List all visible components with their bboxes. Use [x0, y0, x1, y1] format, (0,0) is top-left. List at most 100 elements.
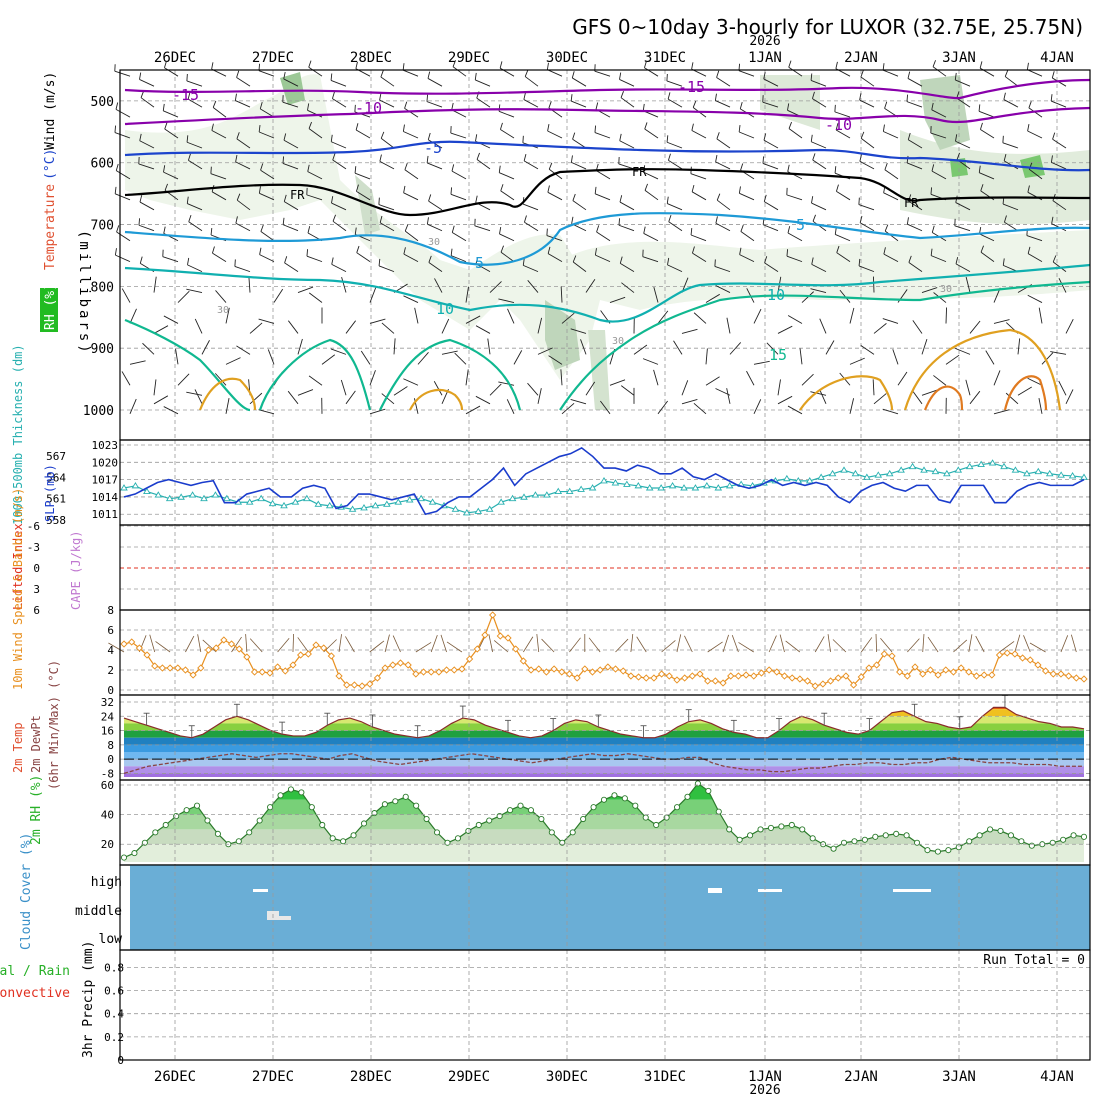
wind-barb — [786, 255, 803, 263]
thickness-point — [154, 491, 163, 498]
surface-wind-barb — [345, 636, 355, 653]
wind-barb — [643, 233, 659, 242]
wind-speed-point — [865, 664, 873, 672]
wind-barb-flag — [450, 248, 453, 256]
wind-barb-flag — [620, 90, 624, 98]
wind-barb — [403, 253, 419, 263]
wind-barb — [356, 252, 371, 263]
cloud-level-middle: middle — [75, 904, 122, 919]
slp-tick-1023: 1023 — [92, 439, 119, 452]
date-label-31DEC: 31DEC — [644, 50, 686, 66]
wind-barb — [465, 405, 481, 415]
wind-barb-flag — [115, 102, 119, 110]
thickness-point — [314, 500, 323, 507]
y-tick-1000: 1000 — [83, 404, 114, 419]
wind-barb-flag — [547, 124, 550, 132]
top-date-axis: 26DEC 27DEC 28DEC 29DEC 30DEC 31DEC 1JAN 2JAN 3J… — [154, 50, 1074, 66]
wind-barb-flag — [114, 125, 117, 133]
wind-barb — [249, 392, 263, 405]
wind-speed-point — [834, 674, 842, 682]
wind-speed-point — [1049, 670, 1057, 678]
surface-wind-barb — [536, 634, 540, 653]
wind-barb — [644, 190, 659, 201]
wind-barb — [414, 307, 419, 324]
wind-barb — [259, 254, 275, 263]
thickness-point — [325, 501, 334, 509]
rh-point — [433, 829, 441, 836]
rh-point — [778, 823, 785, 830]
cloud-patch — [708, 888, 722, 893]
cloud-level-low: low — [99, 932, 123, 947]
wind-speed-point — [289, 661, 297, 669]
wind-barb-flag — [882, 124, 885, 132]
wind-barb — [858, 204, 875, 211]
surface-wind-panel: 8 6 4 2 0 10m Wind Speed & Barbs (m/s) — [11, 488, 1091, 697]
wind-speed-point — [926, 666, 935, 674]
wind-barb-flag — [308, 60, 312, 68]
year-label-bottom: 2026 — [749, 1083, 780, 1098]
wind-barb-flag — [764, 256, 768, 264]
wind-barb-flag — [740, 224, 744, 232]
wind-barb — [340, 379, 347, 396]
wind-axis-label: 10m Wind Speed & Barbs (m/s) — [11, 488, 25, 690]
thickness-tick-567: 567 — [46, 450, 66, 463]
wind-barb — [561, 402, 575, 415]
wind-barb — [762, 101, 779, 108]
precip-axis-label: 3hr Precip (mm) — [81, 941, 96, 1058]
wind-barb — [1041, 352, 1054, 365]
wind-barb — [489, 281, 502, 293]
wind-speed-point — [558, 668, 566, 676]
wind-speed-point — [581, 665, 589, 673]
wind-barb-flag — [570, 94, 573, 102]
wind-barb — [500, 190, 515, 201]
wind-barb — [738, 131, 755, 139]
wind-barb — [921, 389, 938, 396]
wind-barb — [476, 97, 491, 108]
wind-barb-flag — [379, 215, 383, 223]
wind-barb-flag — [187, 257, 190, 265]
wind-barb — [762, 224, 779, 232]
wind-barb — [882, 69, 899, 77]
wind-barb — [572, 200, 587, 211]
wind-barb-flag — [258, 125, 261, 133]
wind-barb-flag — [235, 216, 238, 224]
rh-point — [747, 832, 754, 839]
wind-barb — [235, 161, 251, 170]
rh-point — [308, 804, 315, 811]
surface-wind-barb — [860, 637, 873, 653]
wind-barb-flag — [594, 186, 597, 194]
rh-point — [392, 798, 399, 805]
wind-barb — [979, 172, 995, 180]
wind-barb-flag — [932, 60, 936, 67]
wind-barb — [282, 224, 299, 232]
wind-barb — [451, 170, 467, 180]
wind-barb — [475, 79, 491, 87]
wind-barb — [1017, 338, 1021, 355]
wind-barb — [969, 390, 981, 405]
wind-speed-point — [496, 632, 504, 640]
date-label-28DEC: 28DEC — [350, 1069, 392, 1085]
wind-barb-flag — [307, 164, 310, 172]
rh-point — [653, 821, 660, 829]
wind-barb — [956, 97, 971, 108]
rh-point — [632, 802, 639, 809]
thickness-point — [451, 505, 460, 512]
thickness-point — [691, 484, 700, 491]
thickness-point — [485, 505, 494, 512]
rh-point — [256, 817, 263, 824]
wind-barb — [873, 323, 887, 334]
wind-barb — [548, 355, 563, 365]
wind-barb-flag — [282, 217, 285, 225]
wind-speed-point — [842, 672, 850, 680]
wind-barb — [138, 163, 155, 170]
wind-speed-point — [727, 672, 735, 680]
thickness-point — [497, 498, 505, 505]
wind-speed-point — [250, 668, 259, 676]
wind-barb — [403, 192, 419, 201]
wind-speed-point — [849, 681, 858, 689]
wind-barb — [1027, 377, 1043, 386]
date-label-31DEC: 31DEC — [644, 1069, 686, 1085]
wind-barb — [980, 129, 995, 139]
wind-barb-flag — [644, 183, 648, 191]
wind-barb-flag — [378, 258, 381, 266]
